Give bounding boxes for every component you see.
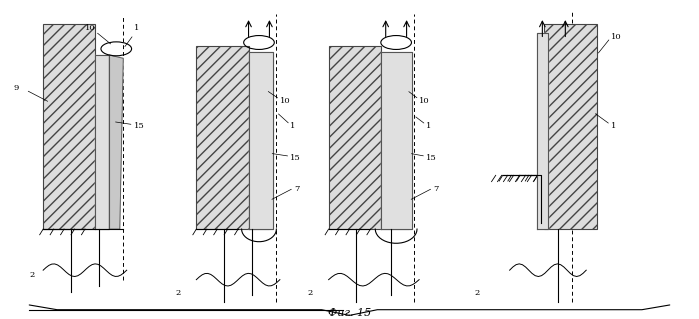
- Text: 1: 1: [426, 122, 431, 130]
- Text: 7: 7: [433, 185, 438, 193]
- Text: 10: 10: [419, 97, 430, 105]
- Text: 1: 1: [134, 24, 139, 32]
- Text: 15: 15: [134, 122, 145, 130]
- Text: 2: 2: [475, 289, 480, 298]
- Text: 15: 15: [426, 153, 437, 161]
- Polygon shape: [109, 55, 123, 229]
- Polygon shape: [249, 52, 273, 229]
- Text: 2: 2: [308, 289, 313, 298]
- Text: Фиг. 15: Фиг. 15: [328, 308, 371, 318]
- Text: 10: 10: [280, 97, 291, 105]
- Text: 10: 10: [611, 33, 621, 41]
- Bar: [381, 55, 409, 229]
- Polygon shape: [538, 33, 548, 229]
- Text: 1: 1: [290, 122, 296, 130]
- Polygon shape: [381, 52, 412, 229]
- Bar: [545, 24, 597, 229]
- Text: 2: 2: [175, 289, 181, 298]
- Bar: [249, 55, 269, 229]
- Bar: [43, 24, 95, 229]
- Bar: [196, 46, 249, 229]
- Text: 15: 15: [290, 153, 301, 161]
- Polygon shape: [95, 55, 109, 229]
- Bar: [329, 46, 381, 229]
- Text: 1: 1: [611, 122, 616, 130]
- Text: 10: 10: [85, 24, 96, 32]
- Text: 9: 9: [14, 84, 20, 92]
- Text: 7: 7: [294, 185, 299, 193]
- Text: 2: 2: [29, 271, 34, 278]
